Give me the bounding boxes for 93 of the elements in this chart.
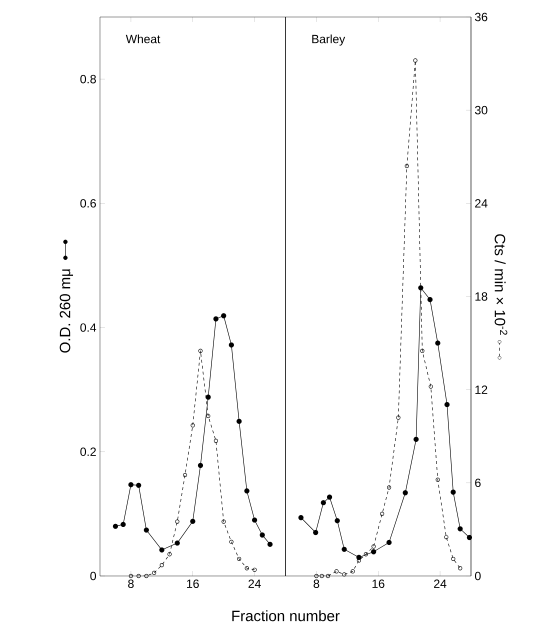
point xyxy=(167,552,172,556)
point xyxy=(386,540,392,546)
point xyxy=(252,568,257,572)
point xyxy=(144,527,149,533)
point xyxy=(380,512,384,516)
x-axis-title: Fraction number xyxy=(232,610,340,622)
point xyxy=(228,342,234,348)
point xyxy=(326,574,330,578)
point xyxy=(160,563,164,568)
point xyxy=(413,58,418,63)
point xyxy=(418,285,424,290)
point xyxy=(198,462,204,468)
point xyxy=(350,569,355,574)
point xyxy=(436,478,440,482)
point xyxy=(206,394,211,400)
text: Barley xyxy=(312,34,346,46)
point xyxy=(222,520,226,524)
point xyxy=(206,414,210,418)
y2-tick-label: 36 xyxy=(474,12,488,22)
point xyxy=(244,488,250,494)
point xyxy=(244,566,249,570)
point xyxy=(402,490,408,496)
point xyxy=(450,490,456,495)
point xyxy=(120,522,126,528)
x-tick-label: 8 xyxy=(314,580,320,588)
point xyxy=(175,520,180,524)
point xyxy=(320,574,324,578)
point xyxy=(298,515,304,520)
point xyxy=(396,416,400,420)
point xyxy=(435,340,440,346)
y2-tick-label: 24 xyxy=(475,199,488,208)
point xyxy=(444,402,450,408)
point xyxy=(334,569,339,574)
y-tick-label: 0.6 xyxy=(80,199,96,208)
point xyxy=(342,572,346,577)
point xyxy=(159,547,164,552)
point xyxy=(128,482,134,488)
point xyxy=(229,540,234,544)
y2-tick-label: 6 xyxy=(475,478,481,488)
point xyxy=(371,549,376,554)
x-tick-label: 16 xyxy=(187,580,199,588)
y2-tick-label: 12 xyxy=(475,385,488,394)
point xyxy=(342,546,347,552)
point xyxy=(444,535,448,540)
point xyxy=(128,574,134,578)
point xyxy=(334,518,340,524)
point xyxy=(320,500,326,506)
point xyxy=(237,556,242,562)
y2-tick-label: 30 xyxy=(474,106,488,114)
y2-tick-label: 0 xyxy=(474,572,481,580)
point xyxy=(326,494,332,500)
point xyxy=(136,482,142,488)
point xyxy=(427,297,433,302)
point xyxy=(451,556,456,562)
point xyxy=(136,574,141,578)
y-tick-label: 0.4 xyxy=(80,323,96,332)
y2-tick-label: 18 xyxy=(475,292,488,301)
point xyxy=(313,530,318,536)
point xyxy=(236,418,242,424)
point xyxy=(221,313,226,318)
x-tick-label: 24 xyxy=(434,580,446,588)
point xyxy=(404,164,409,168)
x-tick-label: 16 xyxy=(372,580,384,588)
point xyxy=(386,485,392,490)
point xyxy=(372,544,376,549)
point xyxy=(152,570,156,575)
point xyxy=(420,348,424,353)
text: Wheat xyxy=(126,34,160,44)
y-tick-label: 0.8 xyxy=(80,74,96,84)
x-tick-label: 8 xyxy=(128,580,134,588)
point xyxy=(428,384,433,389)
y-tick-label: 0 xyxy=(90,572,96,580)
point xyxy=(267,542,273,547)
point xyxy=(174,540,180,546)
point xyxy=(458,526,463,532)
point xyxy=(252,518,258,523)
point xyxy=(458,566,462,570)
point xyxy=(364,552,368,556)
y2-axis-title: Cts / min × 10$^{-2}$ xyxy=(494,234,508,335)
point xyxy=(198,348,203,353)
point xyxy=(190,423,195,428)
point xyxy=(112,524,118,529)
point xyxy=(214,438,218,443)
x-tick-label: 24 xyxy=(248,580,261,588)
point xyxy=(182,472,188,478)
point xyxy=(314,574,319,578)
point xyxy=(144,574,148,578)
y-tick-label: 0.2 xyxy=(80,448,96,456)
point xyxy=(190,518,196,524)
point xyxy=(213,316,219,322)
point xyxy=(260,532,265,538)
point xyxy=(414,436,419,442)
y-axis-title: O.D. 260 mμ xyxy=(60,269,74,353)
